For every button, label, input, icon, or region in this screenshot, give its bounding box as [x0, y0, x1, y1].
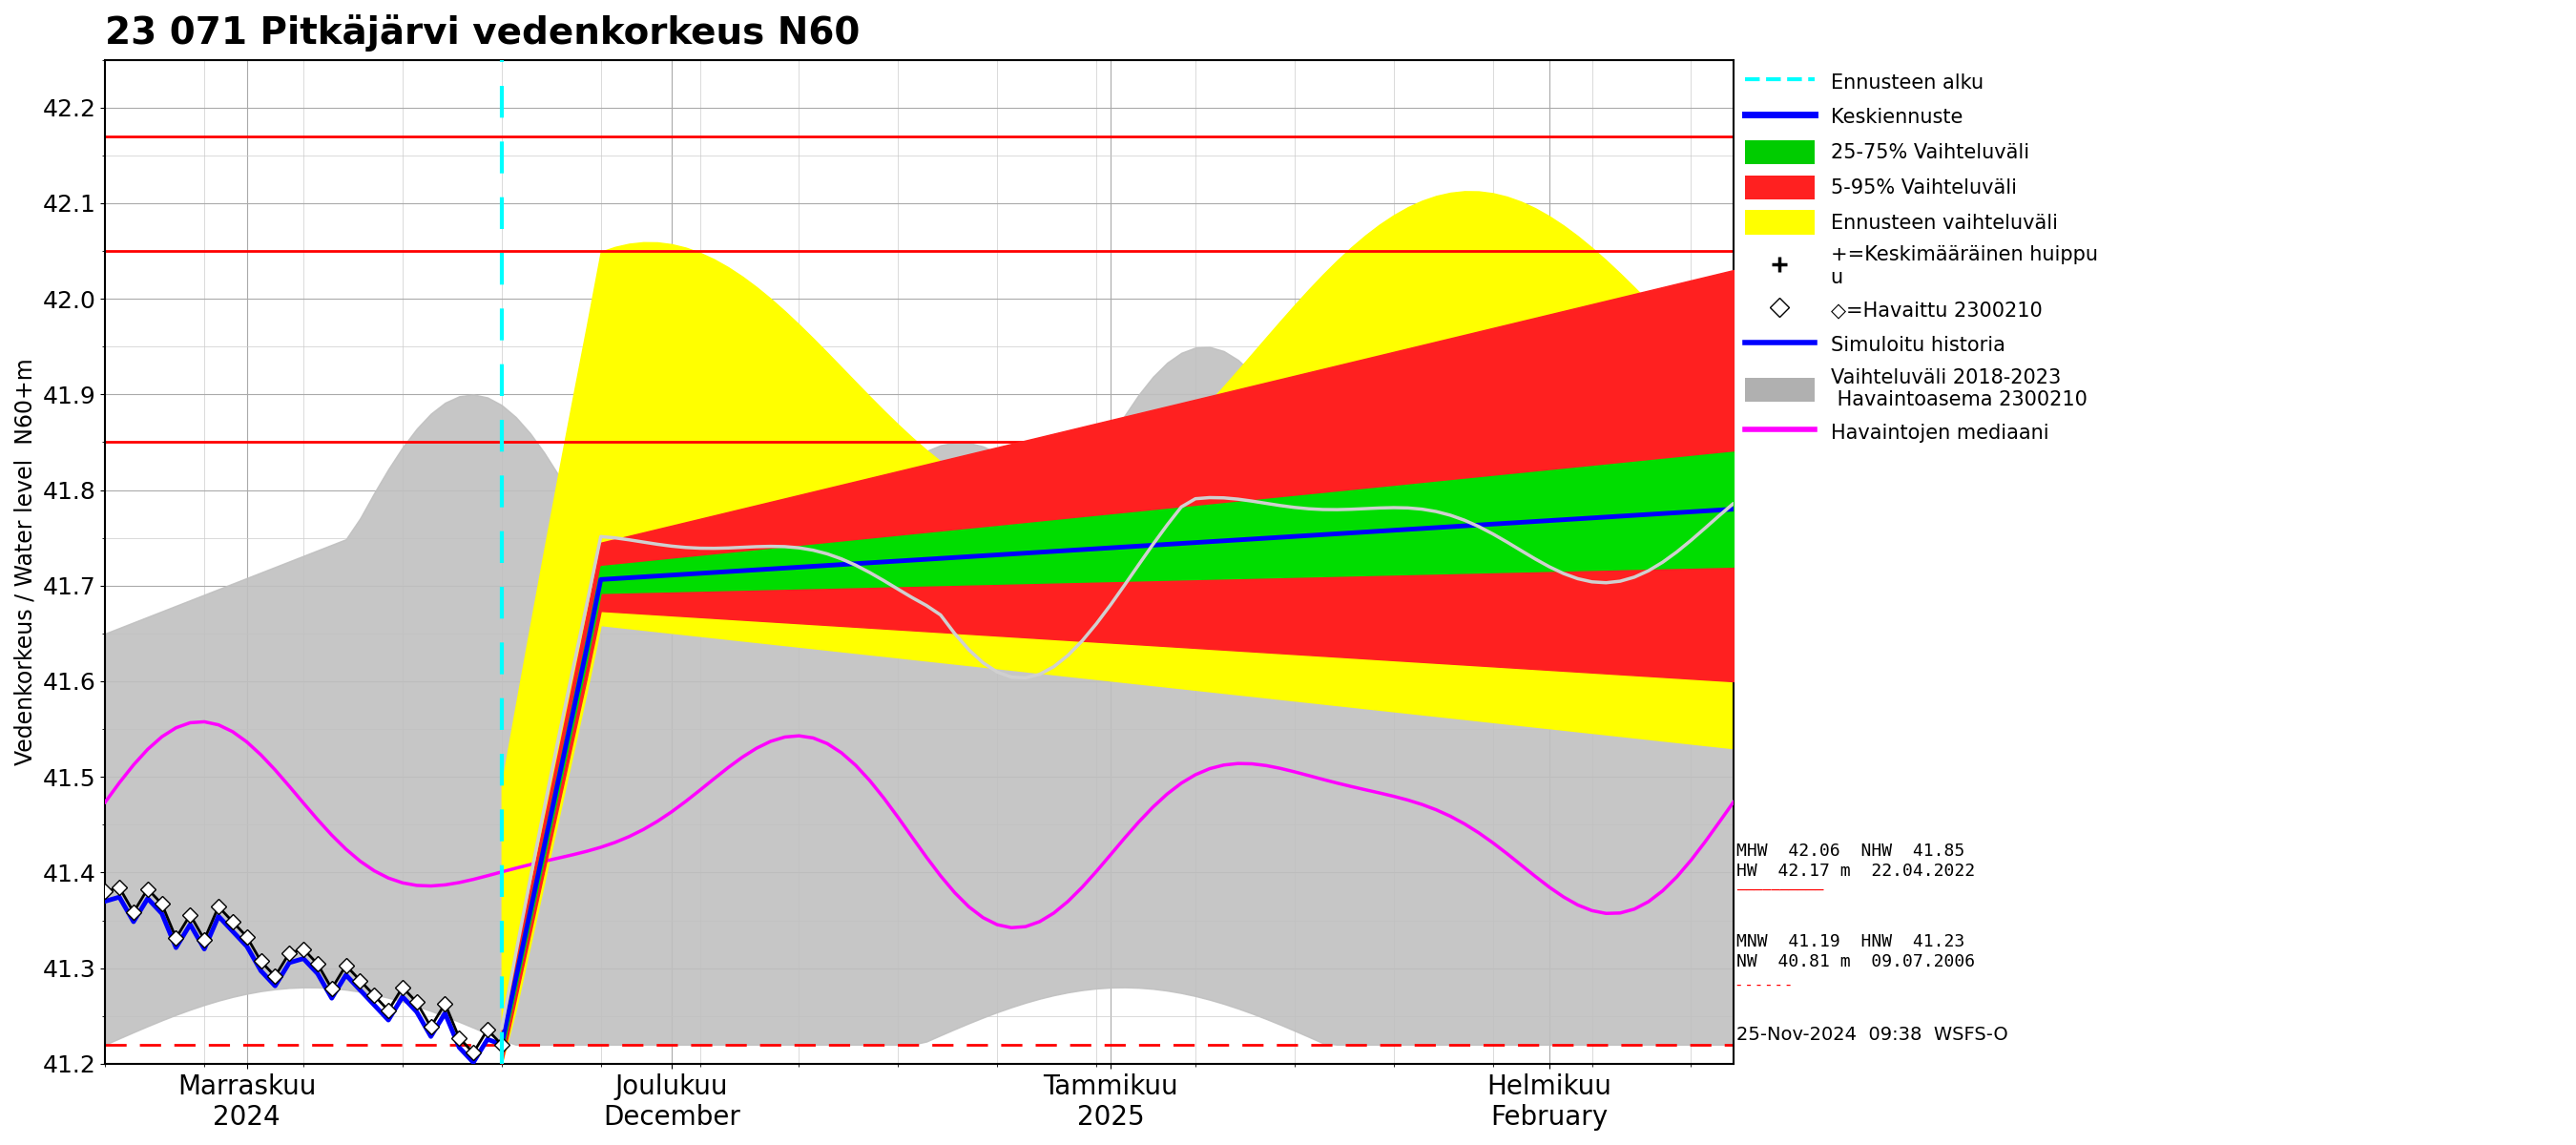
Text: - - - - - -: - - - - - - [1736, 979, 1790, 993]
Y-axis label: Vedenkorkeus / Water level  N60+m: Vedenkorkeus / Water level N60+m [15, 358, 36, 765]
Text: MNW  41.19  HNW  41.23
NW  40.81 m  09.07.2006: MNW 41.19 HNW 41.23 NW 40.81 m 09.07.200… [1736, 933, 1976, 970]
Text: 23 071 Pitkäjärvi vedenkorkeus N60: 23 071 Pitkäjärvi vedenkorkeus N60 [106, 14, 860, 52]
Text: 25-Nov-2024  09:38  WSFS-O: 25-Nov-2024 09:38 WSFS-O [1736, 1026, 2009, 1044]
Legend: Ennusteen alku, Keskiennuste, 25-75% Vaihteluväli, 5-95% Vaihteluväli, Ennusteen: Ennusteen alku, Keskiennuste, 25-75% Vai… [1744, 70, 2097, 444]
Text: ──────────: ────────── [1736, 883, 1824, 898]
Text: MHW  42.06  NHW  41.85
HW  42.17 m  22.04.2022: MHW 42.06 NHW 41.85 HW 42.17 m 22.04.202… [1736, 843, 1976, 879]
